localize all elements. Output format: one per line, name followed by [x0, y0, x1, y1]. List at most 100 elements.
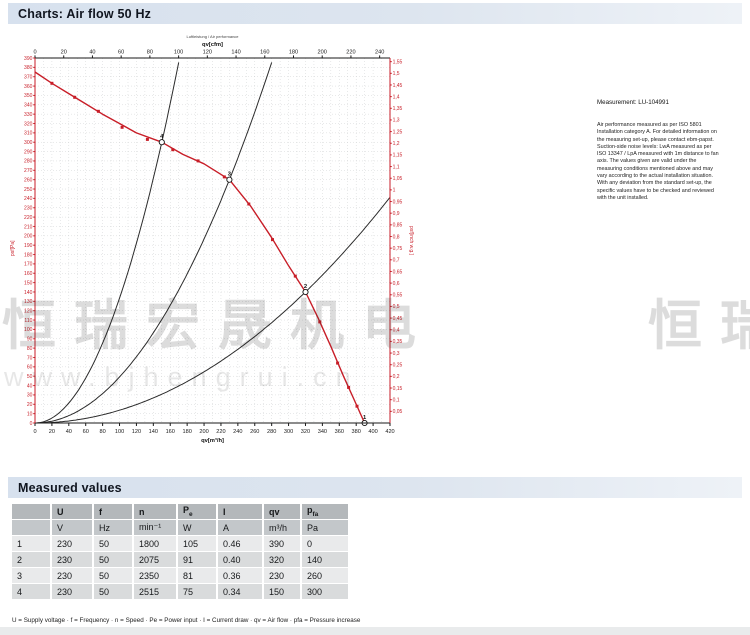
svg-text:1,55: 1,55: [393, 59, 403, 65]
table-cell: 2350: [134, 568, 176, 583]
top-axis-unit: qv[cfm]: [202, 42, 223, 48]
svg-text:320: 320: [24, 121, 33, 127]
table-cell: 150: [264, 584, 300, 599]
svg-text:340: 340: [318, 429, 327, 435]
svg-text:60: 60: [27, 365, 33, 371]
chart-fine-print: Luftleistung / Air performance: [186, 34, 239, 39]
svg-text:140: 140: [24, 290, 33, 296]
svg-text:130: 130: [24, 299, 33, 305]
curve-marker: [196, 159, 200, 163]
svg-text:340: 340: [24, 103, 33, 109]
svg-text:290: 290: [24, 149, 33, 155]
svg-text:70: 70: [27, 355, 33, 361]
svg-text:50: 50: [27, 374, 33, 380]
svg-text:20: 20: [49, 429, 55, 435]
svg-text:0,1: 0,1: [393, 397, 400, 403]
airflow-chart: 1 2 3 4 Luftleistung / Air performance qv[cfm…: [10, 34, 414, 444]
svg-text:0,6: 0,6: [393, 281, 400, 287]
column-header: [12, 504, 50, 519]
svg-text:210: 210: [24, 224, 33, 230]
unit-header: Pa: [302, 520, 348, 535]
svg-text:0,2: 0,2: [393, 374, 400, 380]
table-cell: 50: [94, 552, 132, 567]
curve-marker: [96, 109, 100, 113]
table-cell: 2: [12, 552, 50, 567]
curve-marker: [120, 125, 124, 129]
curve-marker: [222, 175, 226, 179]
svg-text:0,85: 0,85: [393, 223, 403, 229]
table-cell: 390: [264, 536, 300, 551]
svg-text:140: 140: [149, 429, 158, 435]
svg-text:30: 30: [27, 393, 33, 399]
svg-text:40: 40: [89, 50, 95, 56]
svg-text:300: 300: [24, 140, 33, 146]
column-header: pfa: [302, 504, 348, 519]
svg-text:40: 40: [27, 383, 33, 389]
svg-text:390: 390: [24, 56, 33, 62]
svg-text:120: 120: [132, 429, 141, 435]
svg-text:190: 190: [24, 243, 33, 249]
svg-text:0,7: 0,7: [393, 258, 400, 264]
charts-section-title: Charts: Air flow 50 Hz: [18, 6, 152, 21]
svg-text:40: 40: [66, 429, 72, 435]
system-curve-4: [35, 62, 180, 424]
watermark-cn-fragment: 恒瑞: [648, 296, 750, 356]
table-cell: 230: [52, 552, 92, 567]
table-cell: 91: [178, 552, 216, 567]
svg-text:60: 60: [83, 429, 89, 435]
table-cell: 0.34: [218, 584, 262, 599]
svg-text:270: 270: [24, 168, 33, 174]
svg-text:0,8: 0,8: [393, 234, 400, 240]
table-cell: 2075: [134, 552, 176, 567]
svg-text:1,25: 1,25: [393, 129, 403, 135]
curve-marker: [50, 81, 54, 85]
operating-point-3: [226, 176, 233, 183]
svg-text:180: 180: [289, 50, 298, 56]
svg-text:170: 170: [24, 262, 33, 268]
svg-text:90: 90: [27, 337, 33, 343]
svg-text:10: 10: [27, 411, 33, 417]
svg-text:400: 400: [368, 429, 377, 435]
svg-text:60: 60: [118, 50, 124, 56]
svg-text:0,15: 0,15: [393, 386, 403, 392]
svg-text:370: 370: [24, 75, 33, 81]
right-axis-title: psf[inch w.g.]: [408, 226, 414, 256]
svg-text:0,55: 0,55: [393, 293, 403, 299]
column-header: n: [134, 504, 176, 519]
table-cell: 81: [178, 568, 216, 583]
left-axis-title: psf[Pa]: [10, 240, 16, 256]
fan-curve: [34, 71, 366, 424]
table-cell: 0.46: [218, 536, 262, 551]
table-cell: 50: [94, 568, 132, 583]
column-header: f: [94, 504, 132, 519]
system-curves: [35, 62, 391, 424]
curve-marker: [271, 238, 274, 242]
section-header-charts: Charts: Air flow 50 Hz: [8, 3, 742, 24]
table-cell: 3: [12, 568, 50, 583]
svg-text:220: 220: [216, 429, 225, 435]
section-header-measured: Measured values: [8, 477, 742, 498]
svg-text:140: 140: [231, 50, 240, 56]
svg-text:200: 200: [24, 234, 33, 240]
table-cell: 260: [302, 568, 348, 583]
measurement-id: Measurement: LU-104991: [597, 99, 669, 106]
table-row: 4 230 50 2515 75 0.34 150 300: [12, 584, 348, 599]
operating-point-label: 4: [160, 134, 164, 140]
column-header: U: [52, 504, 92, 519]
svg-text:1,15: 1,15: [393, 153, 403, 159]
curve-marker: [247, 202, 251, 206]
svg-text:240: 240: [233, 429, 242, 435]
bottom-band: [0, 627, 750, 635]
unit-header: min⁻¹: [134, 520, 176, 535]
svg-text:0,35: 0,35: [393, 339, 403, 345]
svg-text:80: 80: [27, 346, 33, 352]
svg-text:1,45: 1,45: [393, 83, 403, 89]
svg-text:80: 80: [100, 429, 106, 435]
table-cell: 4: [12, 584, 50, 599]
table-cell: 50: [94, 584, 132, 599]
svg-text:1,05: 1,05: [393, 176, 403, 182]
svg-text:160: 160: [260, 50, 269, 56]
svg-text:160: 160: [166, 429, 175, 435]
